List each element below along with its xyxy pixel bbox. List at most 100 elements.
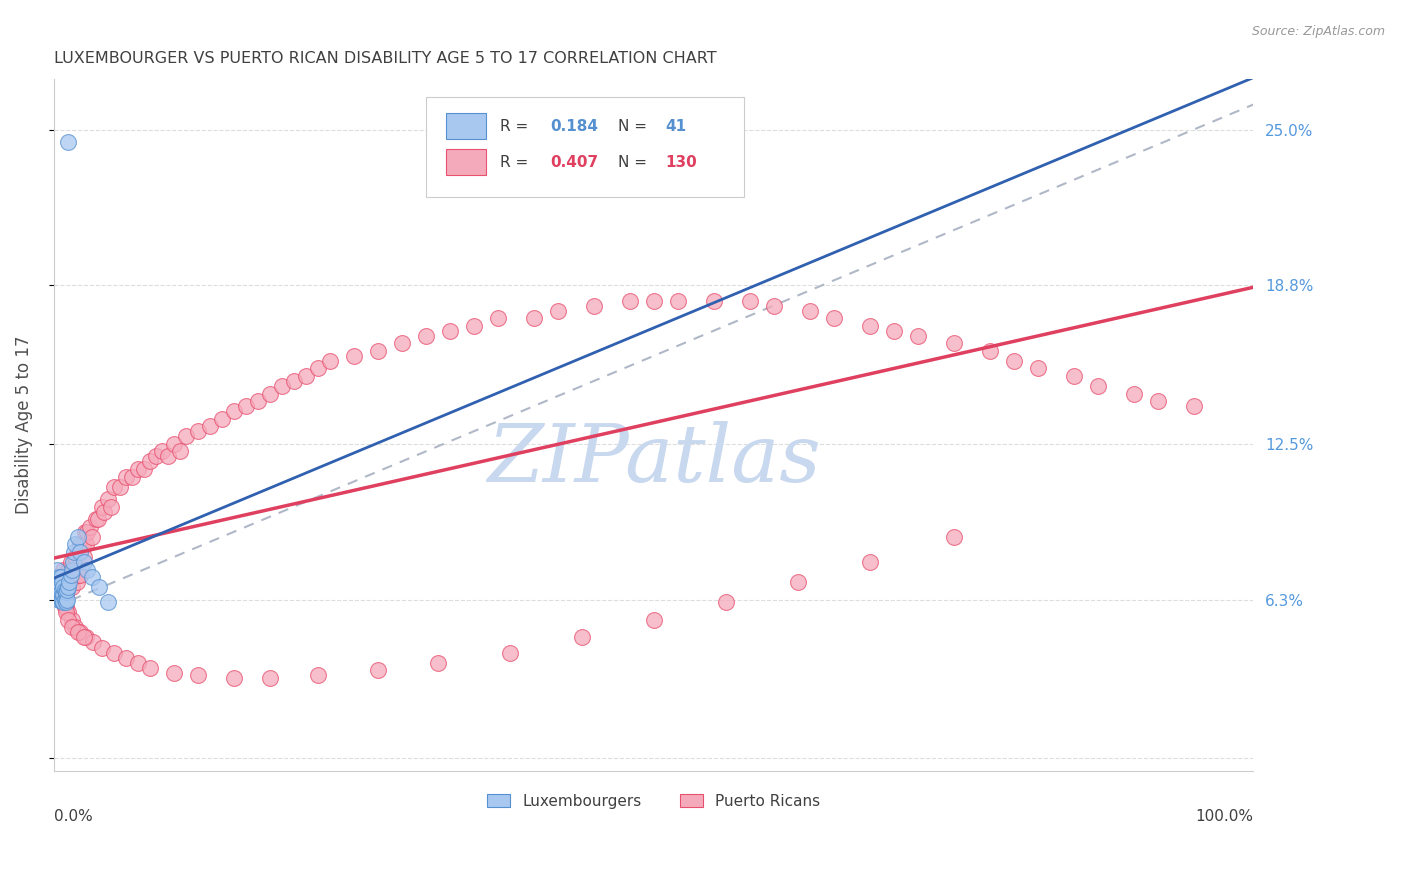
- Point: [59, 555, 82, 569]
- Point: [367, 663, 389, 677]
- Point: [51, 592, 73, 607]
- Point: [55, 588, 77, 602]
- Point: [319, 354, 342, 368]
- Legend: Luxembourgers, Puerto Ricans: Luxembourgers, Puerto Ricans: [481, 788, 827, 815]
- Point: [270, 379, 292, 393]
- Point: [163, 437, 186, 451]
- Text: 100.0%: 100.0%: [1195, 809, 1254, 823]
- Point: [65, 620, 87, 634]
- Point: [1026, 361, 1049, 376]
- Point: [52, 592, 75, 607]
- Point: [75, 631, 97, 645]
- Point: [53, 575, 76, 590]
- FancyBboxPatch shape: [426, 96, 744, 197]
- Point: [82, 530, 104, 544]
- Point: [69, 625, 91, 640]
- Point: [103, 646, 125, 660]
- Point: [53, 582, 76, 597]
- Point: [58, 135, 80, 149]
- Point: [48, 585, 70, 599]
- Point: [49, 588, 72, 602]
- Point: [63, 563, 86, 577]
- Point: [163, 665, 186, 680]
- Point: [1182, 399, 1205, 413]
- Point: [235, 399, 257, 413]
- Point: [48, 592, 70, 607]
- Text: 41: 41: [665, 119, 686, 134]
- Point: [103, 480, 125, 494]
- Point: [52, 563, 75, 577]
- Text: 0.407: 0.407: [551, 155, 599, 169]
- Point: [60, 613, 83, 627]
- Point: [979, 343, 1001, 358]
- Point: [294, 369, 316, 384]
- Point: [582, 299, 605, 313]
- Point: [547, 303, 569, 318]
- Point: [73, 555, 96, 569]
- Text: LUXEMBOURGER VS PUERTO RICAN DISABILITY AGE 5 TO 17 CORRELATION CHART: LUXEMBOURGER VS PUERTO RICAN DISABILITY …: [53, 51, 717, 66]
- Point: [51, 588, 73, 602]
- Point: [1002, 354, 1025, 368]
- Point: [49, 580, 72, 594]
- Point: [486, 311, 509, 326]
- Point: [52, 580, 75, 594]
- Point: [79, 520, 101, 534]
- Point: [762, 299, 785, 313]
- Point: [51, 592, 73, 607]
- Text: 0.0%: 0.0%: [53, 809, 93, 823]
- Point: [307, 361, 329, 376]
- Point: [48, 570, 70, 584]
- Point: [121, 469, 143, 483]
- Point: [58, 563, 80, 577]
- Point: [823, 311, 845, 326]
- Point: [198, 419, 221, 434]
- Point: [1087, 379, 1109, 393]
- Point: [259, 671, 281, 685]
- Point: [55, 595, 77, 609]
- Point: [76, 563, 98, 577]
- Point: [73, 631, 96, 645]
- Point: [53, 600, 76, 615]
- Point: [283, 374, 305, 388]
- Point: [55, 567, 77, 582]
- Point: [222, 671, 245, 685]
- Point: [55, 585, 77, 599]
- Point: [619, 293, 641, 308]
- Point: [222, 404, 245, 418]
- Point: [46, 563, 69, 577]
- Point: [55, 600, 77, 615]
- Point: [65, 575, 87, 590]
- Point: [145, 450, 167, 464]
- Point: [51, 588, 73, 602]
- Point: [49, 575, 72, 590]
- Text: 130: 130: [665, 155, 697, 169]
- Point: [45, 588, 67, 602]
- Point: [463, 318, 485, 333]
- Point: [53, 592, 76, 607]
- Point: [547, 161, 569, 175]
- Point: [211, 411, 233, 425]
- FancyBboxPatch shape: [446, 113, 485, 139]
- Point: [907, 328, 929, 343]
- Point: [1122, 386, 1144, 401]
- Point: [60, 563, 83, 577]
- Point: [66, 625, 89, 640]
- Point: [52, 595, 75, 609]
- Point: [59, 567, 82, 582]
- Point: [174, 429, 197, 443]
- Point: [858, 555, 880, 569]
- Point: [703, 293, 725, 308]
- Point: [75, 537, 97, 551]
- Point: [523, 311, 546, 326]
- Point: [49, 585, 72, 599]
- Point: [367, 343, 389, 358]
- Point: [150, 444, 173, 458]
- Point: [56, 582, 79, 597]
- Point: [114, 469, 136, 483]
- Point: [666, 293, 689, 308]
- Point: [90, 500, 112, 514]
- Point: [49, 575, 72, 590]
- Point: [72, 537, 94, 551]
- Point: [49, 592, 72, 607]
- Point: [391, 336, 413, 351]
